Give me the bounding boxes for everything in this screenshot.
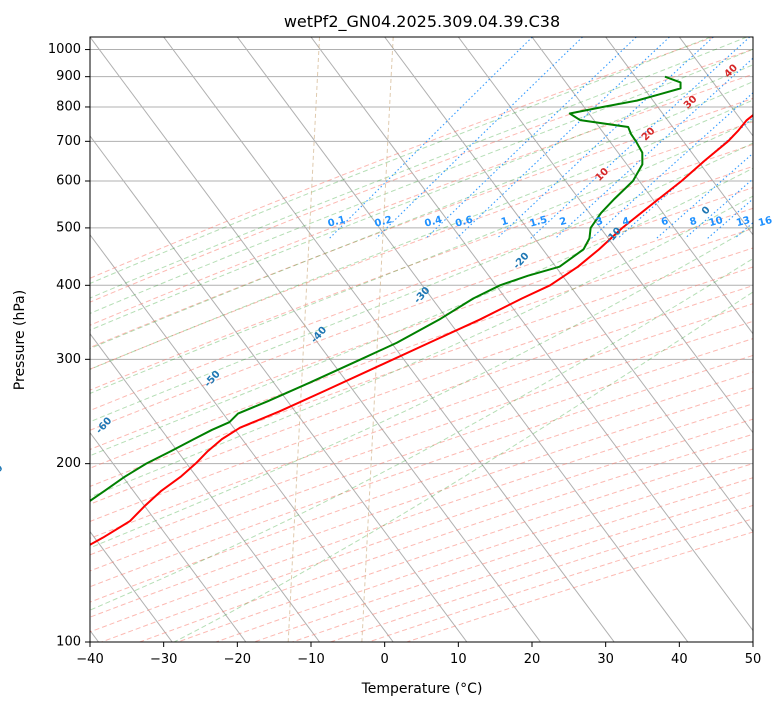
reference-curve [287, 37, 321, 642]
mixing-ratio-line [375, 37, 583, 239]
reference-curve [361, 37, 394, 642]
dry-adiabat-line [90, 387, 753, 618]
isotherm-line [90, 234, 394, 642]
mixing-ratio-line [590, 92, 753, 239]
mixing-ratio-line [329, 37, 533, 239]
dry-adiabat-line [90, 73, 753, 326]
dry-adiabat-line [90, 371, 753, 603]
dry-adiabat-line [90, 285, 753, 522]
moist-adiabat-line [90, 37, 747, 299]
dry-adiabat-line [90, 338, 753, 572]
y-tick-label: 100 [56, 635, 81, 650]
mixing-ratio-label: 1.5 [529, 214, 549, 229]
mixing-ratio-label: 0.4 [423, 214, 443, 229]
dry-adiabat-line [90, 227, 753, 469]
mixing-ratio-label: 10 [708, 215, 724, 229]
y-tick-label: 200 [56, 456, 81, 471]
dry-adiabat-line [90, 303, 753, 539]
y-tick-label: 700 [56, 134, 81, 149]
isotherm-line [90, 431, 247, 642]
y-tick-label: 800 [56, 99, 81, 114]
mixing-ratio-label: 0.1 [327, 214, 347, 229]
isotherm-line [90, 37, 541, 642]
isotherm-line [163, 37, 615, 642]
dry-adiabat-line [90, 266, 753, 505]
moist-adiabat-line [90, 99, 753, 370]
y-tick-label: 600 [56, 173, 81, 188]
moist-adiabat-line [90, 37, 711, 285]
dry-adiabat-line [90, 354, 753, 588]
isotherm-line [531, 37, 753, 335]
x-tick-label: 40 [671, 652, 688, 667]
mixing-ratio-line [496, 37, 714, 239]
y-axis-title: Pressure (hPa) [12, 290, 28, 390]
mixing-ratio-label: 8 [689, 216, 699, 228]
y-tick-label: 300 [56, 352, 81, 367]
dry-adiabat-line [90, 320, 753, 556]
y-tick-label: 900 [56, 69, 81, 84]
x-tick-label: −20 [224, 652, 251, 667]
dry-adiabat-line [90, 48, 753, 303]
mixing-ratio-label: 2 [558, 216, 568, 228]
x-axis-title: Temperature (°C) [361, 681, 483, 697]
dry-adiabat-line [90, 97, 753, 349]
moist-adiabat-line [90, 225, 753, 549]
dry-adiabat-line [90, 207, 753, 451]
moist-adiabat-line [90, 81, 753, 350]
y-tick-label: 1000 [48, 42, 81, 57]
mixing-ratio-label: 0.2 [373, 214, 393, 229]
x-tick-label: −10 [297, 652, 324, 667]
mixing-ratio-line [554, 57, 753, 239]
mixing-ratio-line [530, 37, 751, 239]
dewpoint-profile [90, 75, 682, 503]
mixing-ratio-label: 4 [621, 216, 631, 228]
dry-adiabat-line [90, 187, 753, 431]
mixing-ratio-label: 6 [660, 216, 670, 228]
moist-adiabat-line [90, 142, 753, 423]
dry-adiabat-line [90, 247, 753, 487]
x-tick-label: 50 [745, 652, 762, 667]
chart-title: wetPf2_GN04.2025.309.04.39.C38 [284, 12, 560, 32]
temperature-profile [90, 113, 753, 546]
isotherm-line [384, 37, 753, 533]
moist-adiabat-line [90, 119, 753, 394]
isotherm-line [457, 37, 753, 434]
y-tick-label: 500 [56, 220, 81, 235]
x-tick-label: −40 [76, 652, 103, 667]
x-tick-label: 10 [450, 652, 467, 667]
plot-area [90, 37, 753, 642]
mixing-ratio-label: 0.6 [454, 214, 474, 229]
isotherm-line [605, 37, 753, 236]
isotherm-line [236, 37, 689, 642]
x-tick-label: 30 [597, 652, 614, 667]
mixing-ratio-label: 3 [595, 216, 605, 228]
mixing-ratio-label: 13 [735, 215, 751, 229]
axis-ticks: −40 −30 −20 −10 0 10 20 30 40 5010020030040050060… [48, 42, 761, 667]
moist-adiabat-line [90, 195, 753, 498]
moist-adiabat-line [90, 64, 753, 331]
y-tick-label: 400 [56, 278, 81, 293]
dry-adiabat-line [90, 37, 715, 279]
mixing-ratio-line [425, 37, 637, 239]
x-tick-label: 0 [381, 652, 389, 667]
moist-adiabat-line [90, 167, 753, 457]
moist-adiabat-line [173, 291, 753, 642]
mixing-ratio-label: 1 [500, 216, 510, 228]
isotherm-line [90, 135, 468, 642]
x-tick-label: −30 [150, 652, 177, 667]
plot-frame [89, 36, 754, 643]
isotherm-label: -70 [0, 463, 6, 484]
isotherm-line [90, 332, 320, 642]
mixing-ratio-label: 16 [757, 215, 773, 229]
dry-adiabat-line [90, 143, 753, 391]
x-tick-label: 20 [524, 652, 541, 667]
